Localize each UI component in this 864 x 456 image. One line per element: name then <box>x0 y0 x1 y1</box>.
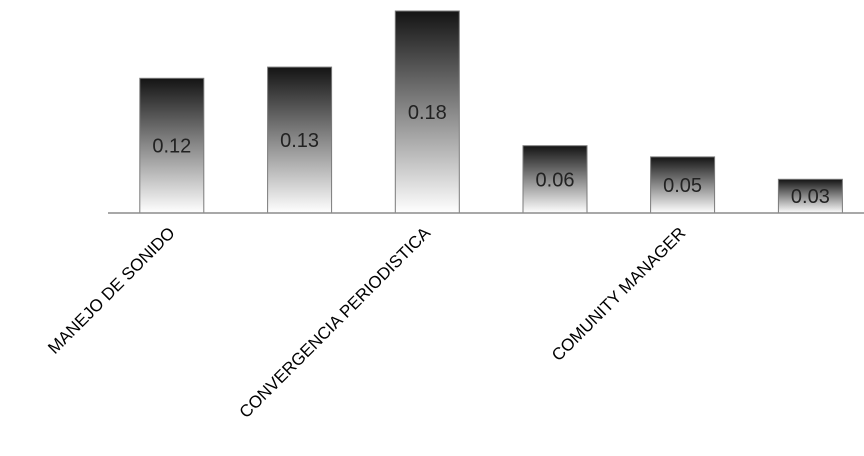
bar-1 <box>139 77 205 214</box>
bar-6 <box>777 178 843 214</box>
category-label-1: MANEJO DE SONIDO <box>44 223 178 357</box>
bar-3 <box>394 10 460 214</box>
category-labels-group: MANEJO DE SONIDO CONVERGENCIA PERIODISTIC… <box>44 223 689 422</box>
bar-2 <box>267 66 333 214</box>
bar-4 <box>522 145 588 214</box>
bars-group <box>139 10 843 214</box>
data-label-6: 0.03 <box>791 186 830 208</box>
category-label-3: CONVERGENCIA PERIODISTICA <box>236 223 435 422</box>
data-label-4: 0.06 <box>536 169 575 191</box>
data-label-1: 0.12 <box>152 136 191 158</box>
category-label-5: COMUNITY MANAGER <box>548 223 689 364</box>
data-labels-group: 0.12 0.13 0.18 0.06 0.05 0.03 <box>152 102 830 208</box>
data-label-2: 0.13 <box>280 130 319 152</box>
data-label-5: 0.05 <box>663 175 702 197</box>
data-label-3: 0.18 <box>408 102 447 124</box>
